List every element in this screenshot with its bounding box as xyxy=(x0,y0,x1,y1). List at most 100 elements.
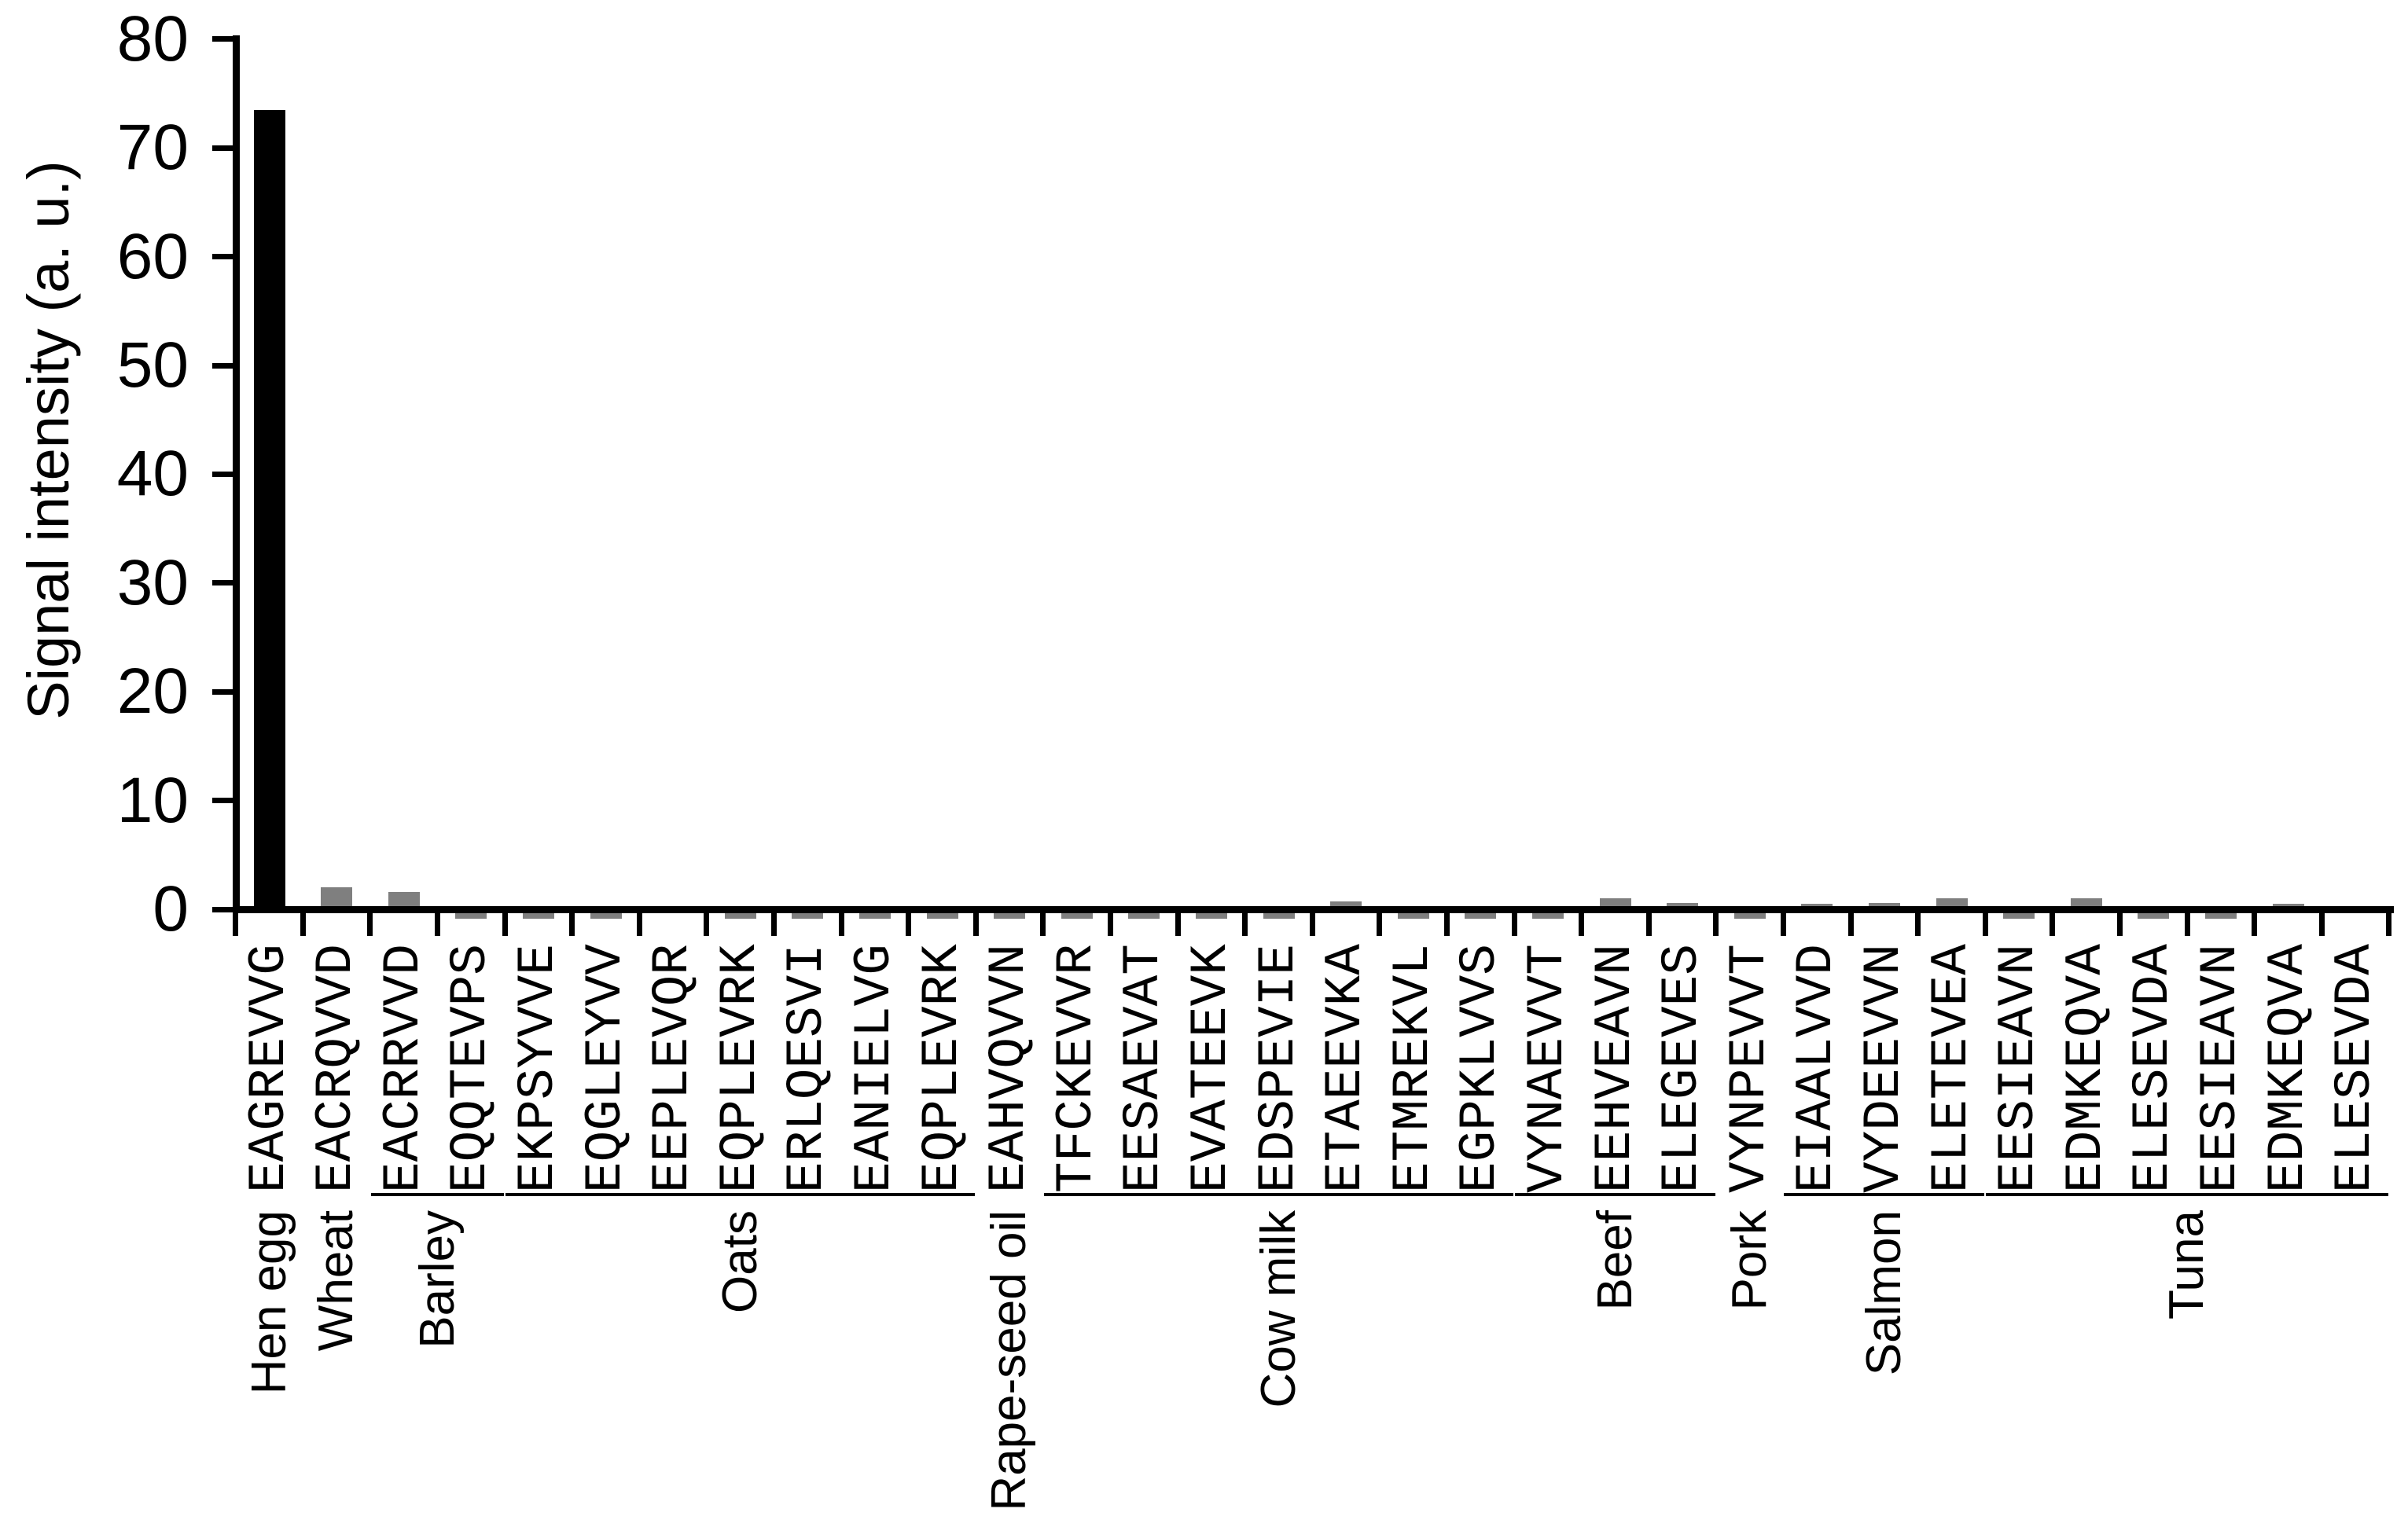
bar-peptide-label: EEPLEVQR xyxy=(643,944,703,1193)
group-label: Cow milk xyxy=(1251,1210,1306,1408)
bar-peptide-label: ERLQESVI xyxy=(778,944,837,1193)
bar-peptide-label: ELEGEVES xyxy=(1653,944,1712,1193)
x-axis-tick xyxy=(1915,906,1921,936)
x-axis-tick xyxy=(2386,906,2392,936)
bar-peptide-label: EDMKEQVA xyxy=(2056,944,2116,1193)
bar-peptide-label: EKPSYVVE xyxy=(508,944,568,1193)
bar-peptide-label: EGPKLVVS xyxy=(1450,944,1510,1193)
x-axis-tick xyxy=(1175,906,1181,936)
x-axis-tick xyxy=(1242,906,1248,936)
x-axis-tick xyxy=(1377,906,1383,936)
bar-peptide-label: EAHVQVVN xyxy=(980,944,1039,1193)
group-bracket xyxy=(1784,1193,1985,1196)
x-axis-tick xyxy=(435,906,440,936)
x-axis-tick xyxy=(300,906,306,936)
group-label: Oats xyxy=(712,1210,767,1313)
bar-peptide-label: ELESEVDA xyxy=(2123,944,2183,1193)
bar xyxy=(1531,909,1564,919)
bar xyxy=(522,909,554,919)
bar-peptide-label: EACRRVVD xyxy=(373,944,433,1193)
x-axis-tick xyxy=(502,906,508,936)
bar xyxy=(1397,909,1429,919)
x-axis-tick xyxy=(838,906,844,936)
y-tick xyxy=(212,471,236,477)
bar-peptide-label: ELETEVEA xyxy=(1921,944,1981,1193)
x-axis-tick xyxy=(1040,906,1046,936)
x-axis-tick xyxy=(2318,906,2325,936)
bar xyxy=(2138,909,2170,919)
bar xyxy=(792,909,824,919)
x-axis-tick xyxy=(1645,906,1652,936)
bar xyxy=(926,909,958,919)
bar-peptide-label: EESIEAVN xyxy=(2190,944,2250,1193)
x-axis-tick xyxy=(1511,906,1517,936)
bar xyxy=(858,909,891,919)
group-label: Pork xyxy=(1722,1210,1777,1311)
y-tick xyxy=(212,254,236,260)
x-axis-tick xyxy=(233,906,239,936)
bar-peptide-label: EDMKEQVA xyxy=(2258,944,2318,1193)
y-tick xyxy=(212,798,236,804)
x-axis-tick xyxy=(636,906,642,936)
bar-peptide-label: EQGLEYVV xyxy=(575,944,635,1193)
group-label: Beef xyxy=(1587,1210,1642,1311)
bar xyxy=(455,909,487,919)
group-bracket xyxy=(370,1193,505,1196)
y-tick xyxy=(212,145,236,151)
y-tick-label: 10 xyxy=(116,764,189,836)
bar xyxy=(2204,909,2237,919)
y-tick-label: 70 xyxy=(116,112,189,184)
bar-peptide-label: EANIELVG xyxy=(844,944,904,1193)
x-axis-tick xyxy=(367,906,373,936)
bar-peptide-label: ELESEVDA xyxy=(2325,944,2385,1193)
bar-peptide-label: EQPLEVRK xyxy=(912,944,972,1193)
bar-peptide-label: EESAEVAT xyxy=(1114,944,1174,1193)
y-tick-label: 30 xyxy=(116,546,189,619)
bar-peptide-label: ETAEEVKA xyxy=(1316,944,1376,1193)
x-axis-tick xyxy=(1444,906,1450,936)
group-label: Wheat xyxy=(309,1210,364,1352)
bar xyxy=(1128,909,1160,919)
bar-peptide-label: EACRQVVD xyxy=(307,944,366,1193)
x-axis-tick xyxy=(1982,906,1988,936)
y-tick xyxy=(212,36,236,42)
x-axis-tick xyxy=(1108,906,1113,936)
bar xyxy=(1465,909,1497,919)
x-axis-tick xyxy=(2050,906,2056,936)
bar-peptide-label: EEHVEAVN xyxy=(1585,944,1645,1193)
y-tick xyxy=(212,688,236,695)
y-tick xyxy=(212,906,236,912)
bar xyxy=(1733,909,1766,919)
bar-peptide-label: EQPLEVRK xyxy=(710,944,770,1193)
y-tick-label: 50 xyxy=(116,329,189,401)
bar xyxy=(724,909,756,919)
bar-peptide-label: ETMREKVL xyxy=(1383,944,1443,1193)
bar-peptide-label: EVATEEVK xyxy=(1181,944,1241,1193)
bar-peptide-label: VYNAEVVT xyxy=(1517,944,1577,1193)
y-tick-label: 80 xyxy=(116,2,189,75)
x-axis-line xyxy=(233,906,2394,913)
y-tick-label: 20 xyxy=(116,655,189,728)
bar-peptide-label: TFCKEVVR xyxy=(1046,944,1106,1193)
x-axis-tick xyxy=(2252,906,2258,936)
group-label: Rape-seed oil xyxy=(982,1210,1037,1511)
bar xyxy=(590,909,622,919)
bar xyxy=(994,909,1026,919)
group-label: Salmon xyxy=(1856,1210,1911,1376)
x-axis-tick xyxy=(1781,906,1786,936)
x-axis-tick xyxy=(1847,906,1854,936)
bar xyxy=(1195,909,1227,919)
group-bracket xyxy=(1043,1193,1514,1196)
x-axis-tick xyxy=(906,906,912,936)
x-axis-tick xyxy=(2117,906,2123,936)
bar-peptide-label: EDSPEVIE xyxy=(1248,944,1308,1193)
bar xyxy=(253,109,285,912)
group-bracket xyxy=(505,1193,976,1196)
bar-peptide-label: VYDEEVVN xyxy=(1854,944,1914,1193)
x-axis-tick xyxy=(1713,906,1719,936)
y-tick-label: 0 xyxy=(153,873,189,945)
bar-peptide-label: EESIEAVN xyxy=(1989,944,2049,1193)
x-axis-tick xyxy=(972,906,979,936)
y-tick-label: 40 xyxy=(116,438,189,510)
